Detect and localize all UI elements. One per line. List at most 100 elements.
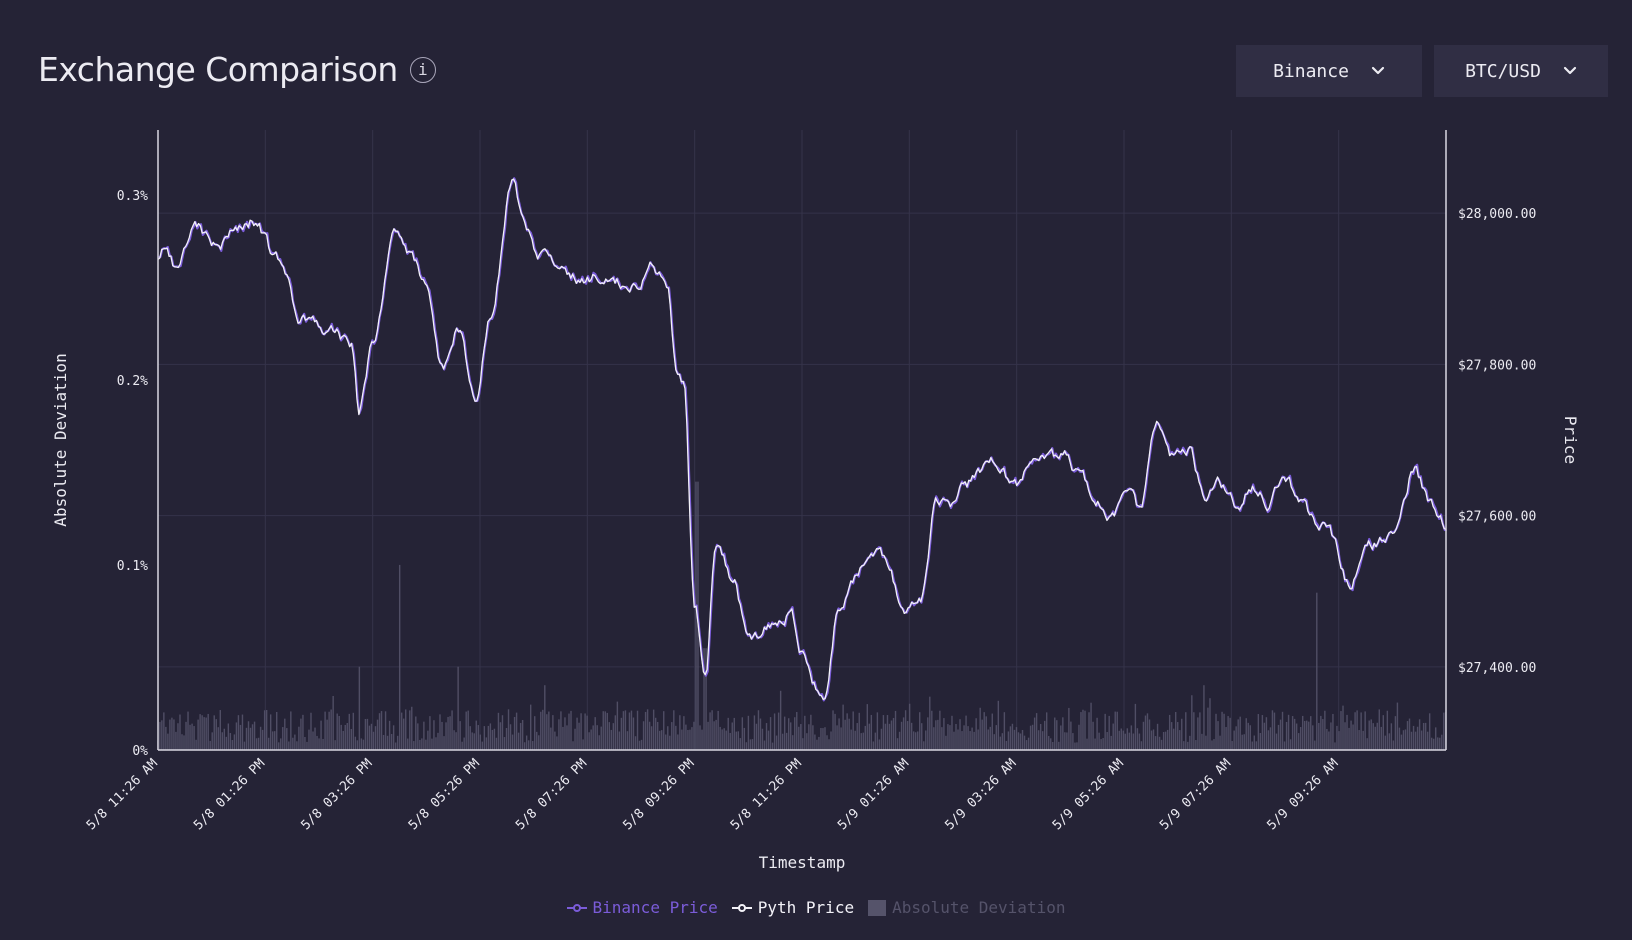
deviation-bar [527, 740, 530, 750]
legend-absolute-deviation[interactable]: Absolute Deviation [868, 898, 1065, 917]
deviation-bar [356, 740, 359, 750]
deviation-bar [1334, 742, 1336, 750]
deviation-bar [705, 648, 707, 750]
deviation-bar [806, 733, 808, 750]
deviation-bar [1146, 713, 1149, 750]
deviation-bar [1358, 730, 1360, 750]
deviation-bar [538, 735, 540, 750]
deviation-bar [989, 726, 991, 750]
deviation-bar [1078, 724, 1080, 750]
deviation-bar [860, 733, 862, 750]
pair-select[interactable]: BTC/USD [1434, 45, 1608, 97]
deviation-bar [1414, 731, 1417, 750]
deviation-bar [159, 721, 161, 750]
deviation-bar [1140, 741, 1143, 750]
deviation-bar [582, 739, 584, 750]
deviation-bar [1263, 722, 1266, 750]
deviation-bar [1430, 737, 1433, 750]
deviation-bar [161, 720, 163, 750]
deviation-bar [269, 714, 272, 750]
deviation-bar [189, 724, 191, 750]
deviation-bar [1124, 733, 1127, 750]
deviation-bar [683, 716, 685, 750]
deviation-bar [844, 719, 846, 750]
deviation-bar [1279, 719, 1282, 750]
deviation-bar [221, 732, 223, 750]
deviation-bar [187, 711, 189, 750]
deviation-bar [656, 721, 659, 750]
deviation-bar [1237, 719, 1239, 750]
deviation-bar [1253, 735, 1256, 750]
deviation-bar [1048, 736, 1050, 750]
deviation-bar [1402, 730, 1405, 750]
deviation-bar [1201, 733, 1203, 750]
deviation-bar [919, 712, 921, 750]
deviation-bar [882, 715, 885, 750]
deviation-bar [1271, 710, 1274, 750]
deviation-bar [1035, 713, 1038, 750]
deviation-bar [757, 710, 760, 750]
deviation-bar [471, 732, 473, 750]
deviation-bar [1265, 717, 1268, 750]
deviation-bar [364, 718, 367, 750]
deviation-bar [644, 711, 647, 750]
deviation-bar [1191, 695, 1193, 750]
legend-pyth-price[interactable]: Pyth Price [731, 898, 854, 917]
deviation-bar [862, 732, 864, 750]
deviation-bar [398, 564, 401, 750]
deviation-bar [888, 723, 891, 750]
deviation-bar [1066, 732, 1068, 750]
deviation-bar [892, 717, 895, 750]
exchange-select[interactable]: Binance [1236, 45, 1422, 97]
deviation-bar [550, 727, 552, 750]
deviation-bar [820, 728, 822, 750]
deviation-bar [231, 740, 234, 750]
deviation-bar [1350, 720, 1352, 750]
deviation-bar [810, 714, 812, 750]
deviation-bar [878, 739, 881, 750]
deviation-bar [485, 737, 488, 750]
bar-marker-icon [868, 899, 887, 916]
deviation-bar [904, 710, 907, 750]
deviation-bar [332, 695, 334, 750]
deviation-bar [261, 729, 264, 750]
deviation-bar [193, 726, 195, 750]
deviation-bar [614, 715, 617, 750]
deviation-bar [479, 734, 481, 750]
deviation-bar [241, 714, 244, 750]
deviation-bar [556, 736, 558, 750]
deviation-bar [503, 737, 506, 750]
deviation-bar [1394, 716, 1397, 750]
deviation-bar [947, 724, 949, 750]
deviation-bar [933, 727, 935, 750]
chart-axes [157, 130, 1447, 751]
info-icon[interactable]: i [409, 56, 436, 83]
deviation-bar [1110, 735, 1112, 750]
deviation-bar [584, 713, 586, 750]
deviation-bar [1114, 711, 1116, 750]
deviation-bar [638, 740, 641, 750]
deviation-bar [1326, 728, 1328, 750]
deviation-bar [864, 725, 866, 750]
deviation-bar [1005, 740, 1008, 750]
deviation-bar [624, 710, 627, 750]
deviation-bar [330, 709, 332, 750]
legend-binance-price[interactable]: Binance Price [566, 898, 718, 917]
deviation-bar [342, 730, 344, 750]
deviation-bar [894, 710, 897, 750]
deviation-bar [519, 722, 522, 750]
deviation-bar [227, 723, 230, 750]
deviation-bar [338, 715, 340, 750]
deviation-bar [245, 727, 248, 750]
deviation-bar [937, 719, 939, 750]
deviation-bar [751, 739, 754, 750]
deviation-bar [693, 721, 695, 750]
deviation-bar [1060, 725, 1062, 750]
deviation-bar [886, 715, 889, 750]
x-tick-label: 5/8 07:26 PM [513, 756, 590, 833]
deviation-bar [983, 712, 985, 750]
deviation-bar [1231, 741, 1233, 750]
deviation-bar [282, 727, 284, 750]
deviation-bar [715, 719, 717, 750]
deviation-bar [1257, 714, 1260, 750]
